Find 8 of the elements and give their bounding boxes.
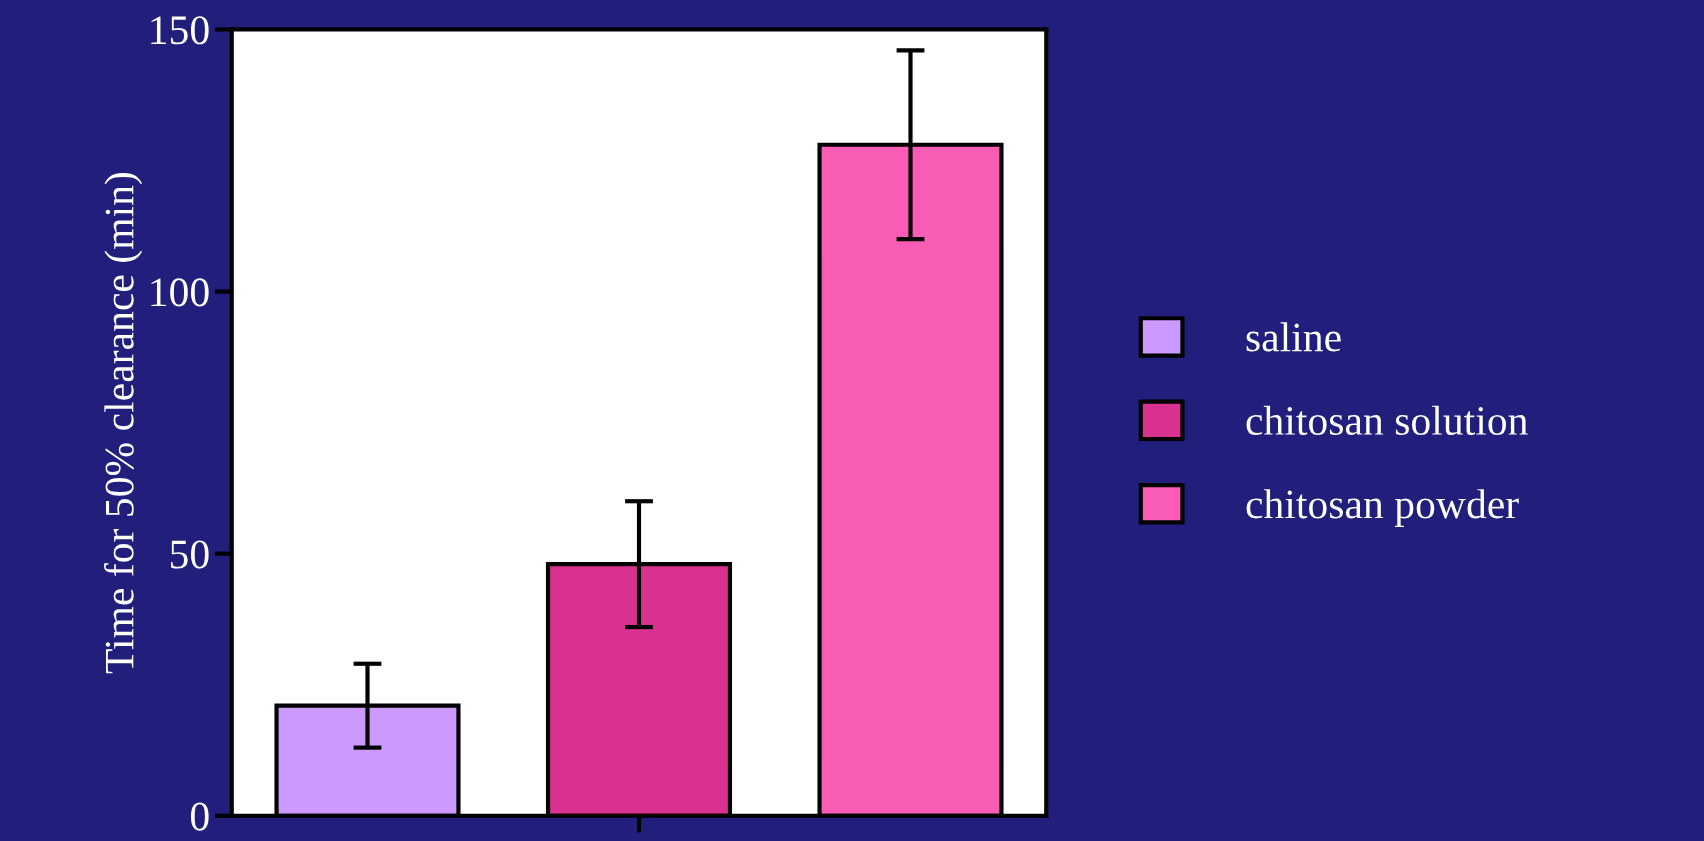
y-tick-label: 100 [151,278,209,307]
y-axis-title: Time for 50% clearance (min) [103,172,143,674]
y-tick-label: 150 [151,16,209,45]
y-tick-label: 0 [190,802,209,831]
legend-label: saline [1246,322,1341,352]
y-tick-label: 50 [170,540,209,569]
legend-label: chitosan powder [1246,489,1519,527]
legend-label: chitosan solution [1246,405,1528,436]
